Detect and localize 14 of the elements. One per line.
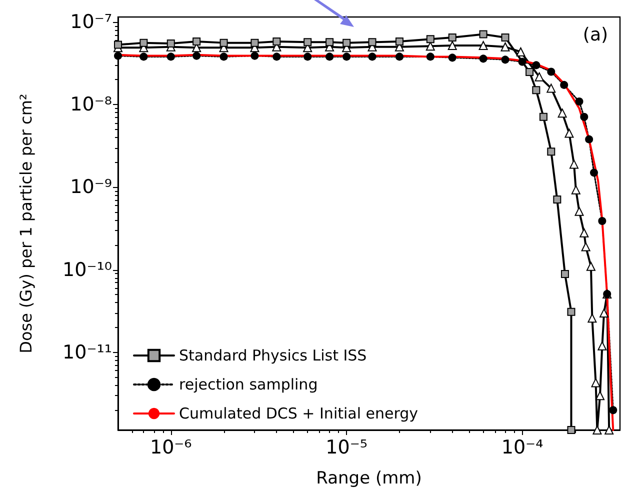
y-tick-label: 10⁻¹¹ (62, 341, 112, 364)
x-axis-title: Range (mm) (316, 468, 422, 488)
y-tick-label: 10⁻⁹ (70, 176, 112, 198)
y-tick-label: 10⁻¹⁰ (62, 258, 112, 281)
x-tick-label: 10⁻⁶ (150, 436, 192, 458)
legend-label: rejection sampling (179, 376, 318, 394)
y-tick-label: 10⁻⁷ (70, 11, 112, 34)
legend-label: Standard Physics List ISS (179, 346, 367, 364)
annotation: (a) (582, 24, 608, 46)
y-axis-title: Dose (Gy) per 1 particle per cm² (16, 94, 36, 354)
y-tick-label: 10⁻⁸ (70, 94, 112, 116)
x-tick-label: 10⁻⁵ (326, 436, 368, 458)
legend-label: Cumulated DCS + Initial energy (179, 404, 418, 422)
x-tick-label: 10⁻⁴ (501, 436, 544, 458)
